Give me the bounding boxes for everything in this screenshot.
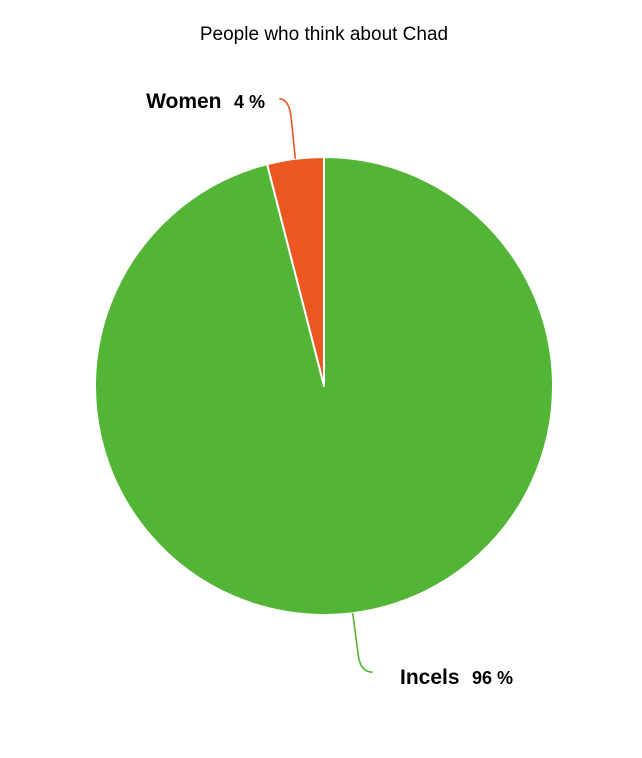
- pie-slice-incels: [93, 156, 554, 616]
- slices-layer: [93, 156, 554, 616]
- chart-title: People who think about Chad: [200, 24, 448, 45]
- slice-name-incels: Incels: [400, 666, 460, 689]
- leader-lines-layer: [279, 98, 373, 673]
- slice-percent-incels: 96 %: [472, 668, 513, 688]
- leader-line-incels: [351, 613, 373, 673]
- slice-percent-women: 4 %: [234, 92, 265, 112]
- leader-line-women: [279, 98, 297, 159]
- slice-name-women: Women: [146, 90, 221, 113]
- slice-label-women: Women 4 %: [146, 90, 265, 113]
- slice-label-incels: Incels 96 %: [400, 666, 513, 689]
